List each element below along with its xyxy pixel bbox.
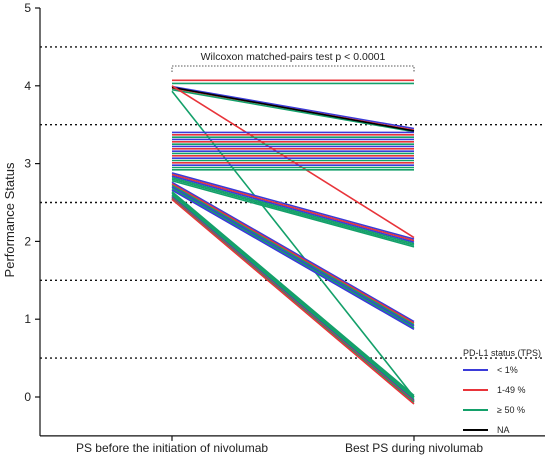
series-line-mid xyxy=(171,173,415,242)
axes: 0 1 2 3 4 5 xyxy=(24,1,545,441)
series-line-high xyxy=(171,179,415,248)
legend-label: < 1% xyxy=(497,365,518,375)
series-line-low xyxy=(171,189,415,331)
series-line-low xyxy=(171,172,415,240)
series-line-mid xyxy=(171,198,415,405)
series-line-low xyxy=(171,85,415,130)
series-line-high xyxy=(171,187,415,329)
gridlines xyxy=(40,46,545,359)
series-line-low xyxy=(171,181,415,323)
series-line-high xyxy=(171,178,415,247)
legend-title: PD-L1 status (TPS) xyxy=(463,348,541,358)
y-tick-label: 1 xyxy=(24,312,31,326)
y-tick-label: 3 xyxy=(24,157,31,171)
legend-label: NA xyxy=(497,425,510,435)
series-line-low xyxy=(171,175,415,243)
y-tick-label: 2 xyxy=(24,234,31,248)
series-line-low xyxy=(171,186,415,327)
series-line-high xyxy=(171,88,415,133)
y-tick-label: 5 xyxy=(24,1,31,15)
legend-label: ≥ 50 % xyxy=(497,405,525,415)
series-line-mid xyxy=(171,85,415,239)
series-lines xyxy=(171,79,415,405)
series-line-high xyxy=(171,184,415,326)
legend: PD-L1 status (TPS) < 1% 1-49 % ≥ 50 % NA xyxy=(463,348,541,435)
series-line-mid xyxy=(171,183,415,324)
y-tick-label: 0 xyxy=(24,390,31,404)
significance-annotation: Wilcoxon matched-pairs test p < 0.0001 xyxy=(171,51,415,72)
wilcoxon-test-label: Wilcoxon matched-pairs test p < 0.0001 xyxy=(201,51,386,63)
x-category-label-before: PS before the initiation of nivolumab xyxy=(76,441,268,455)
x-category-label-best: Best PS during nivolumab xyxy=(345,441,483,455)
significance-bracket xyxy=(171,65,415,72)
series-line-na xyxy=(171,86,415,132)
series-line-high xyxy=(171,176,415,245)
series-line-high xyxy=(171,190,415,397)
series-line-high xyxy=(171,194,415,400)
y-axis-title: Performance Status xyxy=(2,162,17,277)
series-line-high xyxy=(171,192,415,398)
legend-label: 1-49 % xyxy=(497,385,526,395)
y-tick-label: 4 xyxy=(24,79,31,93)
